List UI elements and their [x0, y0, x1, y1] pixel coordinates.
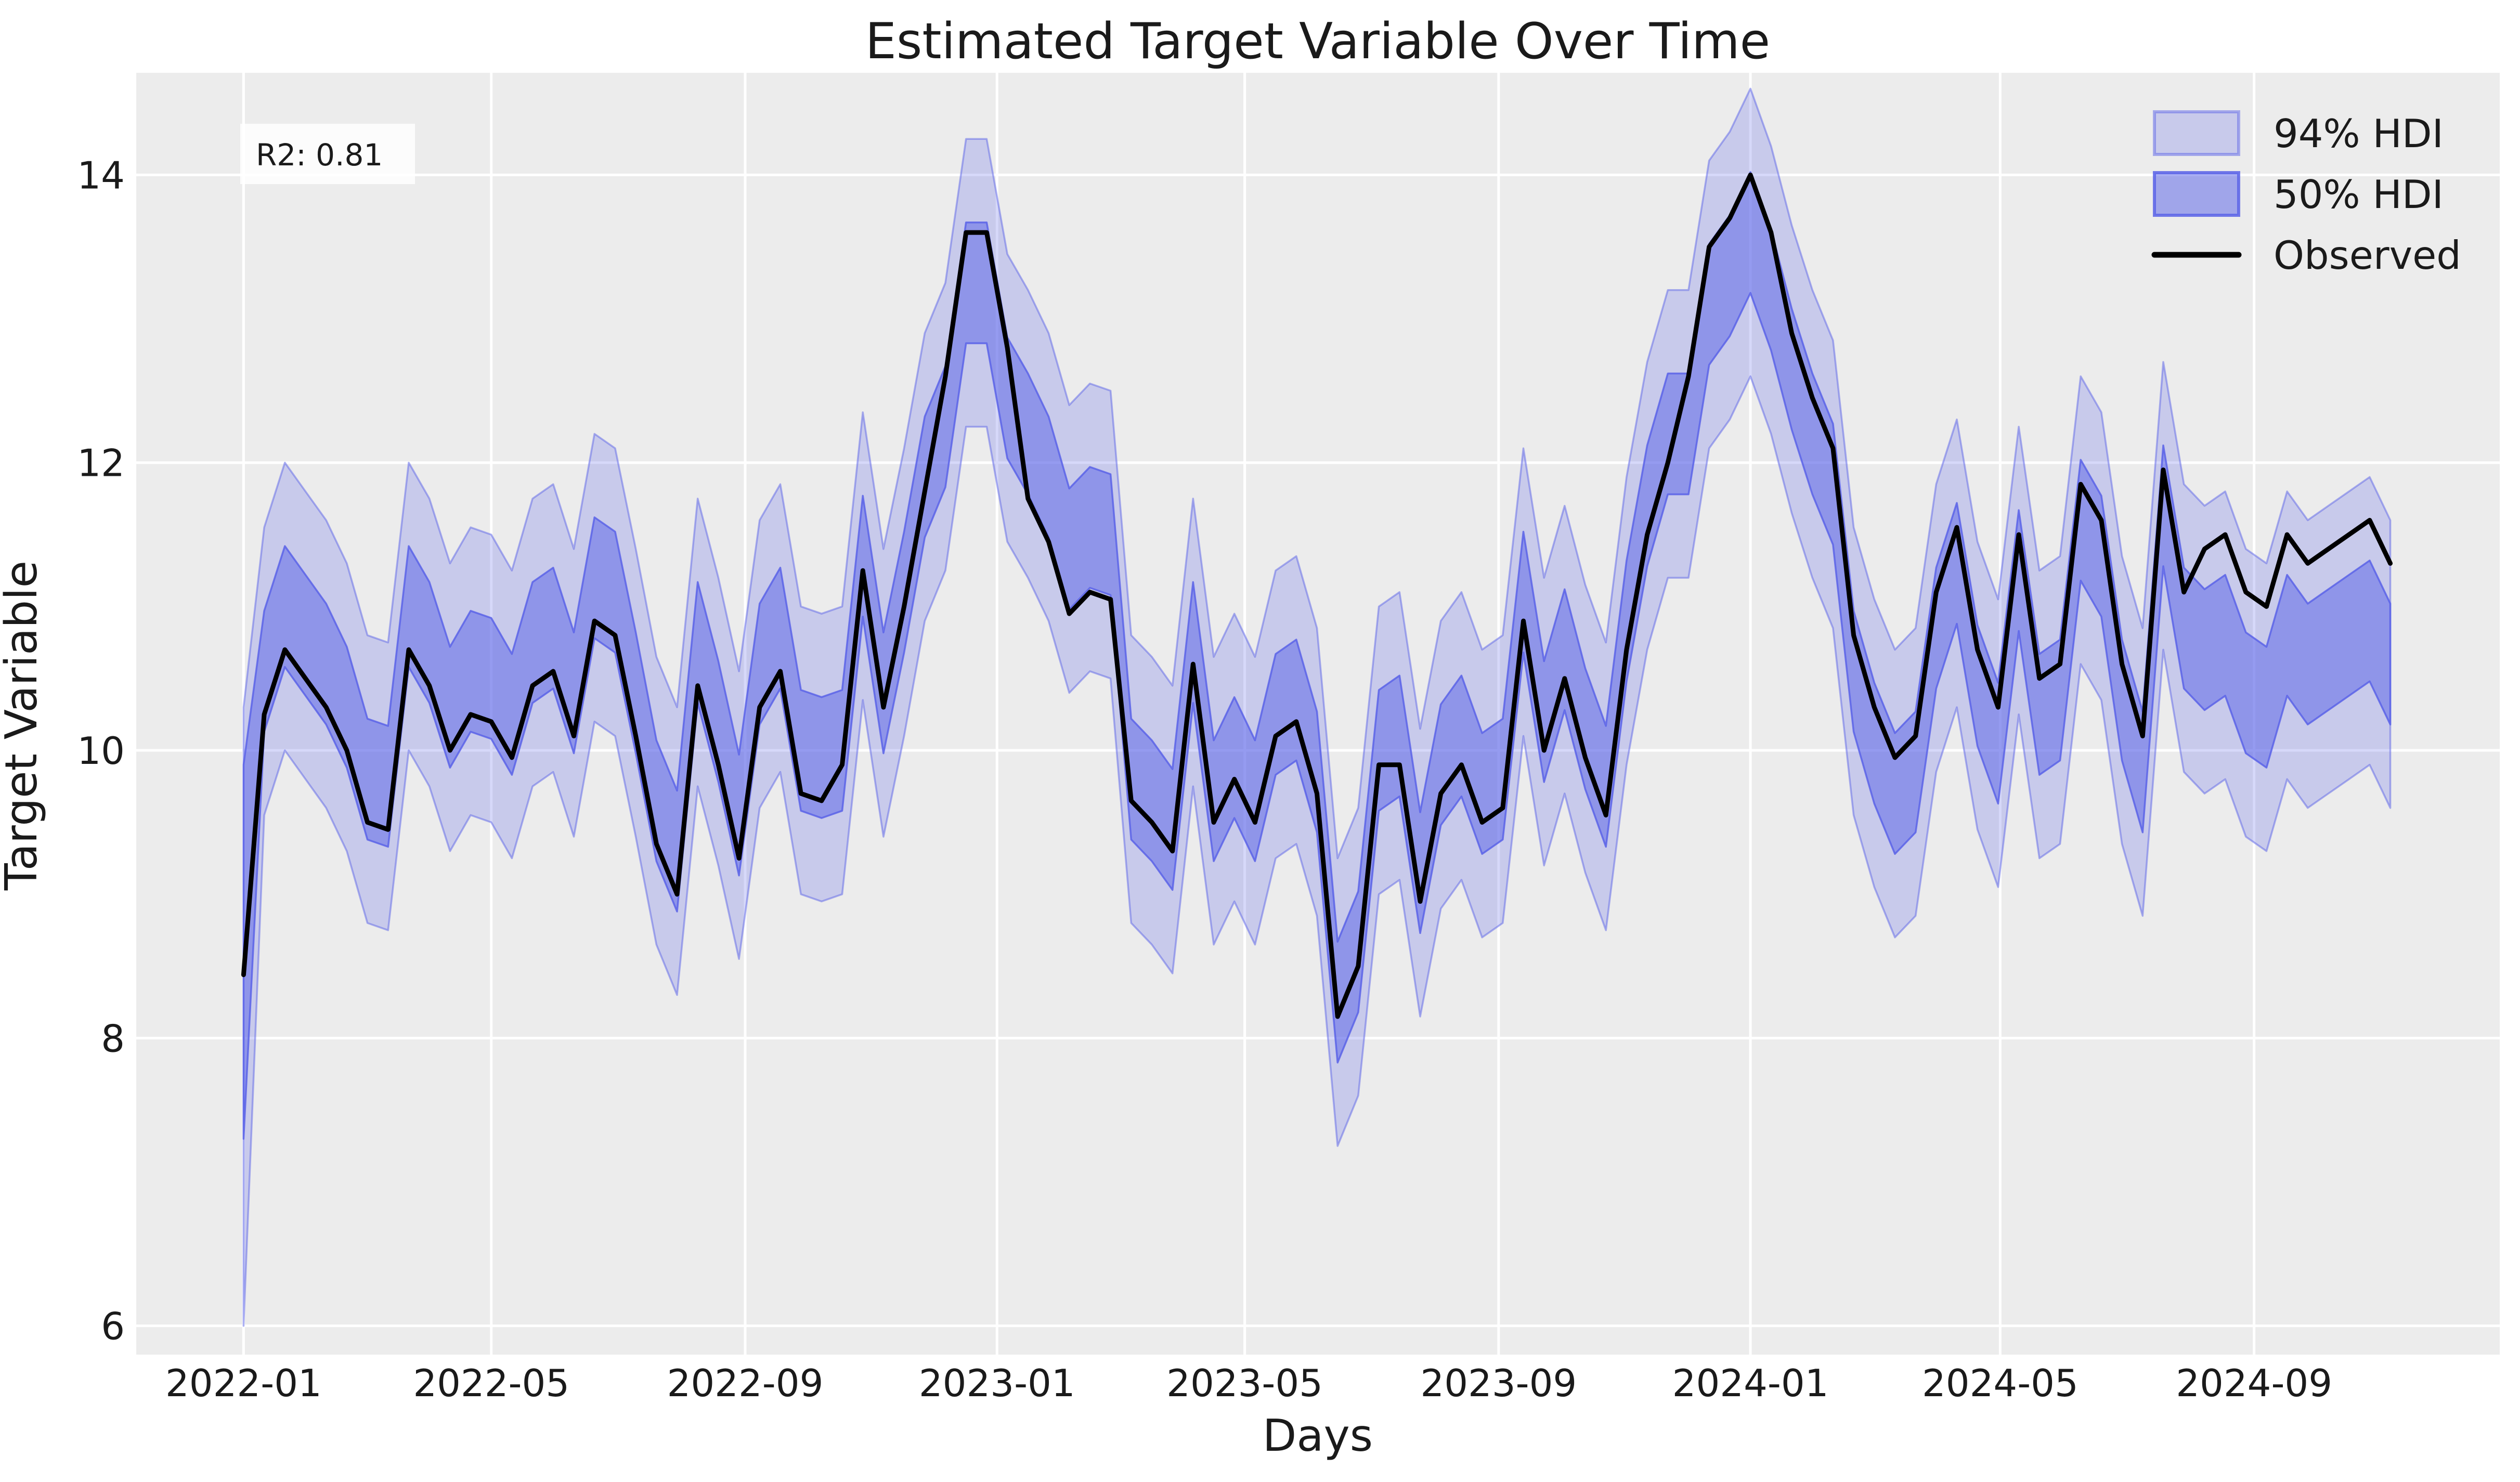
- hdi-bands: [242, 87, 2392, 1327]
- legend-label-observed: Observed: [2274, 232, 2461, 278]
- observed-series: [241, 172, 2393, 1019]
- r2-annotation: R2: 0.81: [240, 124, 415, 184]
- y-axis-tick-labels: 6 8 10 12 14: [77, 153, 125, 1348]
- x-tick-label: 2023-01: [919, 1361, 1075, 1405]
- x-tick-label: 2024-05: [1922, 1361, 2079, 1405]
- legend: 94% HDI 50% HDI Observed: [2151, 110, 2461, 278]
- y-axis-label: Target Variable: [0, 561, 47, 891]
- hdi-94-band: [242, 87, 2392, 1327]
- x-tick-label: 2024-09: [2176, 1361, 2332, 1405]
- y-tick-label: 12: [77, 441, 125, 485]
- hdi-94-swatch-icon: [2153, 110, 2240, 156]
- y-tick-label: 8: [101, 1017, 125, 1060]
- x-tick-label: 2022-05: [413, 1361, 569, 1405]
- r2-annotation-box: [240, 124, 415, 184]
- x-axis-label: Days: [1263, 1410, 1373, 1462]
- x-axis-tick-labels: 2022-01 2022-05 2022-09 2023-01 2023-05 2023-…: [165, 1361, 2332, 1405]
- legend-item-observed: Observed: [2151, 232, 2461, 278]
- legend-item-94-hdi: 94% HDI: [2153, 110, 2444, 157]
- x-tick-label: 2022-09: [667, 1361, 824, 1405]
- legend-label-94-hdi: 94% HDI: [2274, 111, 2444, 157]
- y-tick-label: 14: [77, 153, 125, 197]
- observed-line: [241, 172, 2393, 1019]
- x-tick-label: 2022-01: [165, 1361, 322, 1405]
- x-tick-label: 2024-01: [1672, 1361, 1829, 1405]
- hdi-50-swatch-icon: [2153, 171, 2240, 217]
- legend-item-50-hdi: 50% HDI: [2153, 171, 2444, 217]
- x-tick-label: 2023-09: [1420, 1361, 1577, 1405]
- x-tick-label: 2023-05: [1166, 1361, 1323, 1405]
- y-tick-label: 6: [101, 1305, 125, 1348]
- chart-title: Estimated Target Variable Over Time: [865, 13, 1770, 70]
- hdi-50-band: [242, 171, 2392, 1140]
- legend-label-50-hdi: 50% HDI: [2274, 172, 2444, 217]
- y-tick-label: 10: [77, 729, 125, 773]
- r2-annotation-text: R2: 0.81: [256, 137, 383, 173]
